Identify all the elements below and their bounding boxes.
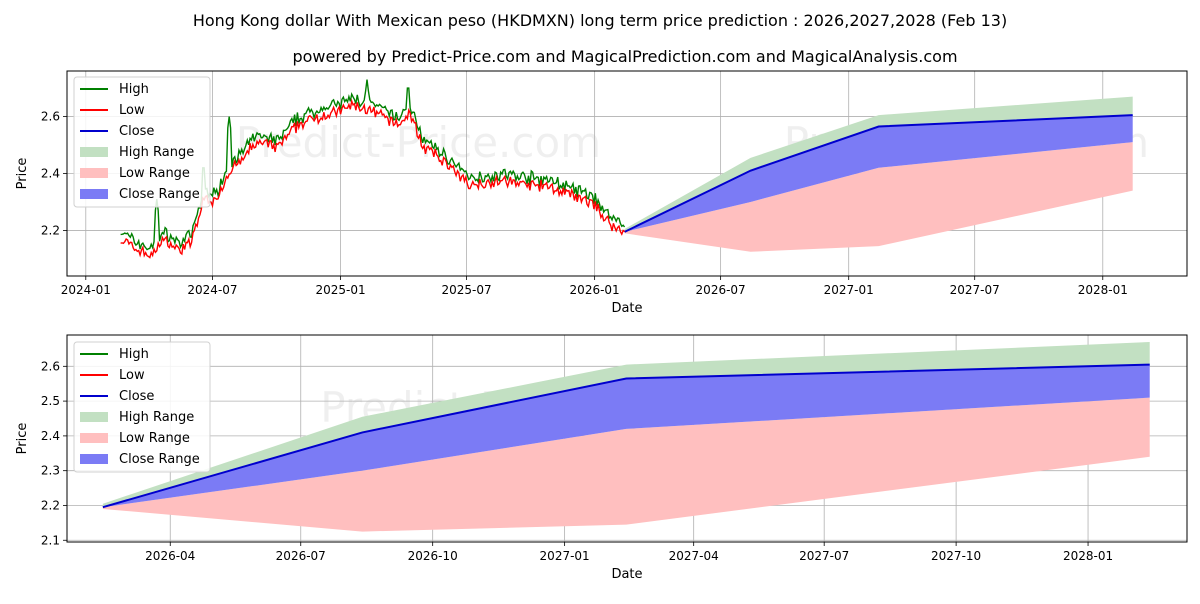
legend-high-label: High (119, 347, 149, 362)
y-axis-label: Price (15, 423, 30, 455)
x-tick-label: 2026-04 (145, 549, 195, 563)
high-range-band (102, 341, 1150, 508)
low-range-band (102, 397, 1150, 532)
x-tick-label: 2024-01 (61, 283, 111, 297)
x-axis-label: Date (611, 567, 642, 582)
legend-close-range-label: Close Range (119, 452, 200, 467)
legend-close-label: Close (119, 124, 154, 139)
legend-high-range-swatch (80, 147, 108, 157)
y-tick-label: 2.4 (41, 167, 60, 181)
bottom-panel: Predict-Price.comPredict-Price.com2026-0… (15, 334, 1188, 582)
x-tick-label: 2027-04 (669, 549, 719, 563)
x-tick-label: 2025-07 (441, 283, 491, 297)
y-tick-label: 2.1 (41, 533, 60, 547)
y-tick-label: 2.4 (41, 429, 60, 443)
y-tick-label: 2.2 (41, 223, 60, 237)
chart-subtitle: powered by Predict-Price.com and Magical… (292, 47, 957, 66)
x-axis-label: Date (611, 301, 642, 316)
watermark-text: Predict-Price.com (236, 118, 601, 167)
legend-low-range-swatch (80, 168, 108, 178)
close-range-band (624, 115, 1133, 232)
close-range-band (102, 364, 1150, 508)
axes-frame (66, 70, 1188, 277)
x-tick-label: 2027-01 (824, 283, 874, 297)
close-forecast-line (624, 114, 1133, 233)
legend-low-range-label: Low Range (119, 166, 190, 181)
x-tick-label: 2027-07 (799, 549, 849, 563)
axes-frame (66, 334, 1188, 543)
y-tick-label: 2.6 (41, 359, 60, 373)
legend-close-label: Close (119, 389, 154, 404)
x-tick-label: 2027-07 (950, 283, 1000, 297)
legend-high-range-label: High Range (119, 410, 194, 425)
legend-close-range-label: Close Range (119, 187, 200, 202)
x-tick-label: 2026-07 (276, 549, 326, 563)
high-range-band (624, 96, 1133, 232)
y-tick-label: 2.3 (41, 464, 60, 478)
chart-title: Hong Kong dollar With Mexican peso (HKDM… (193, 11, 1007, 30)
legend-low-range-label: Low Range (119, 431, 190, 446)
legend-low-label: Low (119, 368, 145, 383)
x-tick-label: 2025-01 (315, 283, 365, 297)
legend-low-range-swatch (80, 433, 108, 443)
legend-close-range-swatch (80, 189, 108, 199)
x-tick-label: 2026-01 (570, 283, 620, 297)
legend-close-range-swatch (80, 454, 108, 464)
x-tick-label: 2024-07 (187, 283, 237, 297)
y-tick-label: 2.5 (41, 394, 60, 408)
legend-high-range-swatch (80, 412, 108, 422)
y-tick-label: 2.2 (41, 498, 60, 512)
x-tick-label: 2026-07 (696, 283, 746, 297)
x-tick-label: 2026-10 (408, 549, 458, 563)
low-range-band (624, 142, 1133, 252)
legend-high-range-label: High Range (119, 145, 194, 160)
top-panel: Predict-Price.comPredict-Price.com2024-0… (15, 70, 1188, 316)
legend-low-label: Low (119, 103, 145, 118)
legend-high-label: High (119, 82, 149, 97)
y-axis-label: Price (15, 158, 30, 190)
close-forecast-line (102, 363, 1150, 509)
x-tick-label: 2027-01 (540, 549, 590, 563)
x-tick-label: 2028-01 (1063, 549, 1113, 563)
y-tick-label: 2.6 (41, 110, 60, 124)
x-tick-label: 2028-01 (1078, 283, 1128, 297)
x-tick-label: 2027-10 (931, 549, 981, 563)
